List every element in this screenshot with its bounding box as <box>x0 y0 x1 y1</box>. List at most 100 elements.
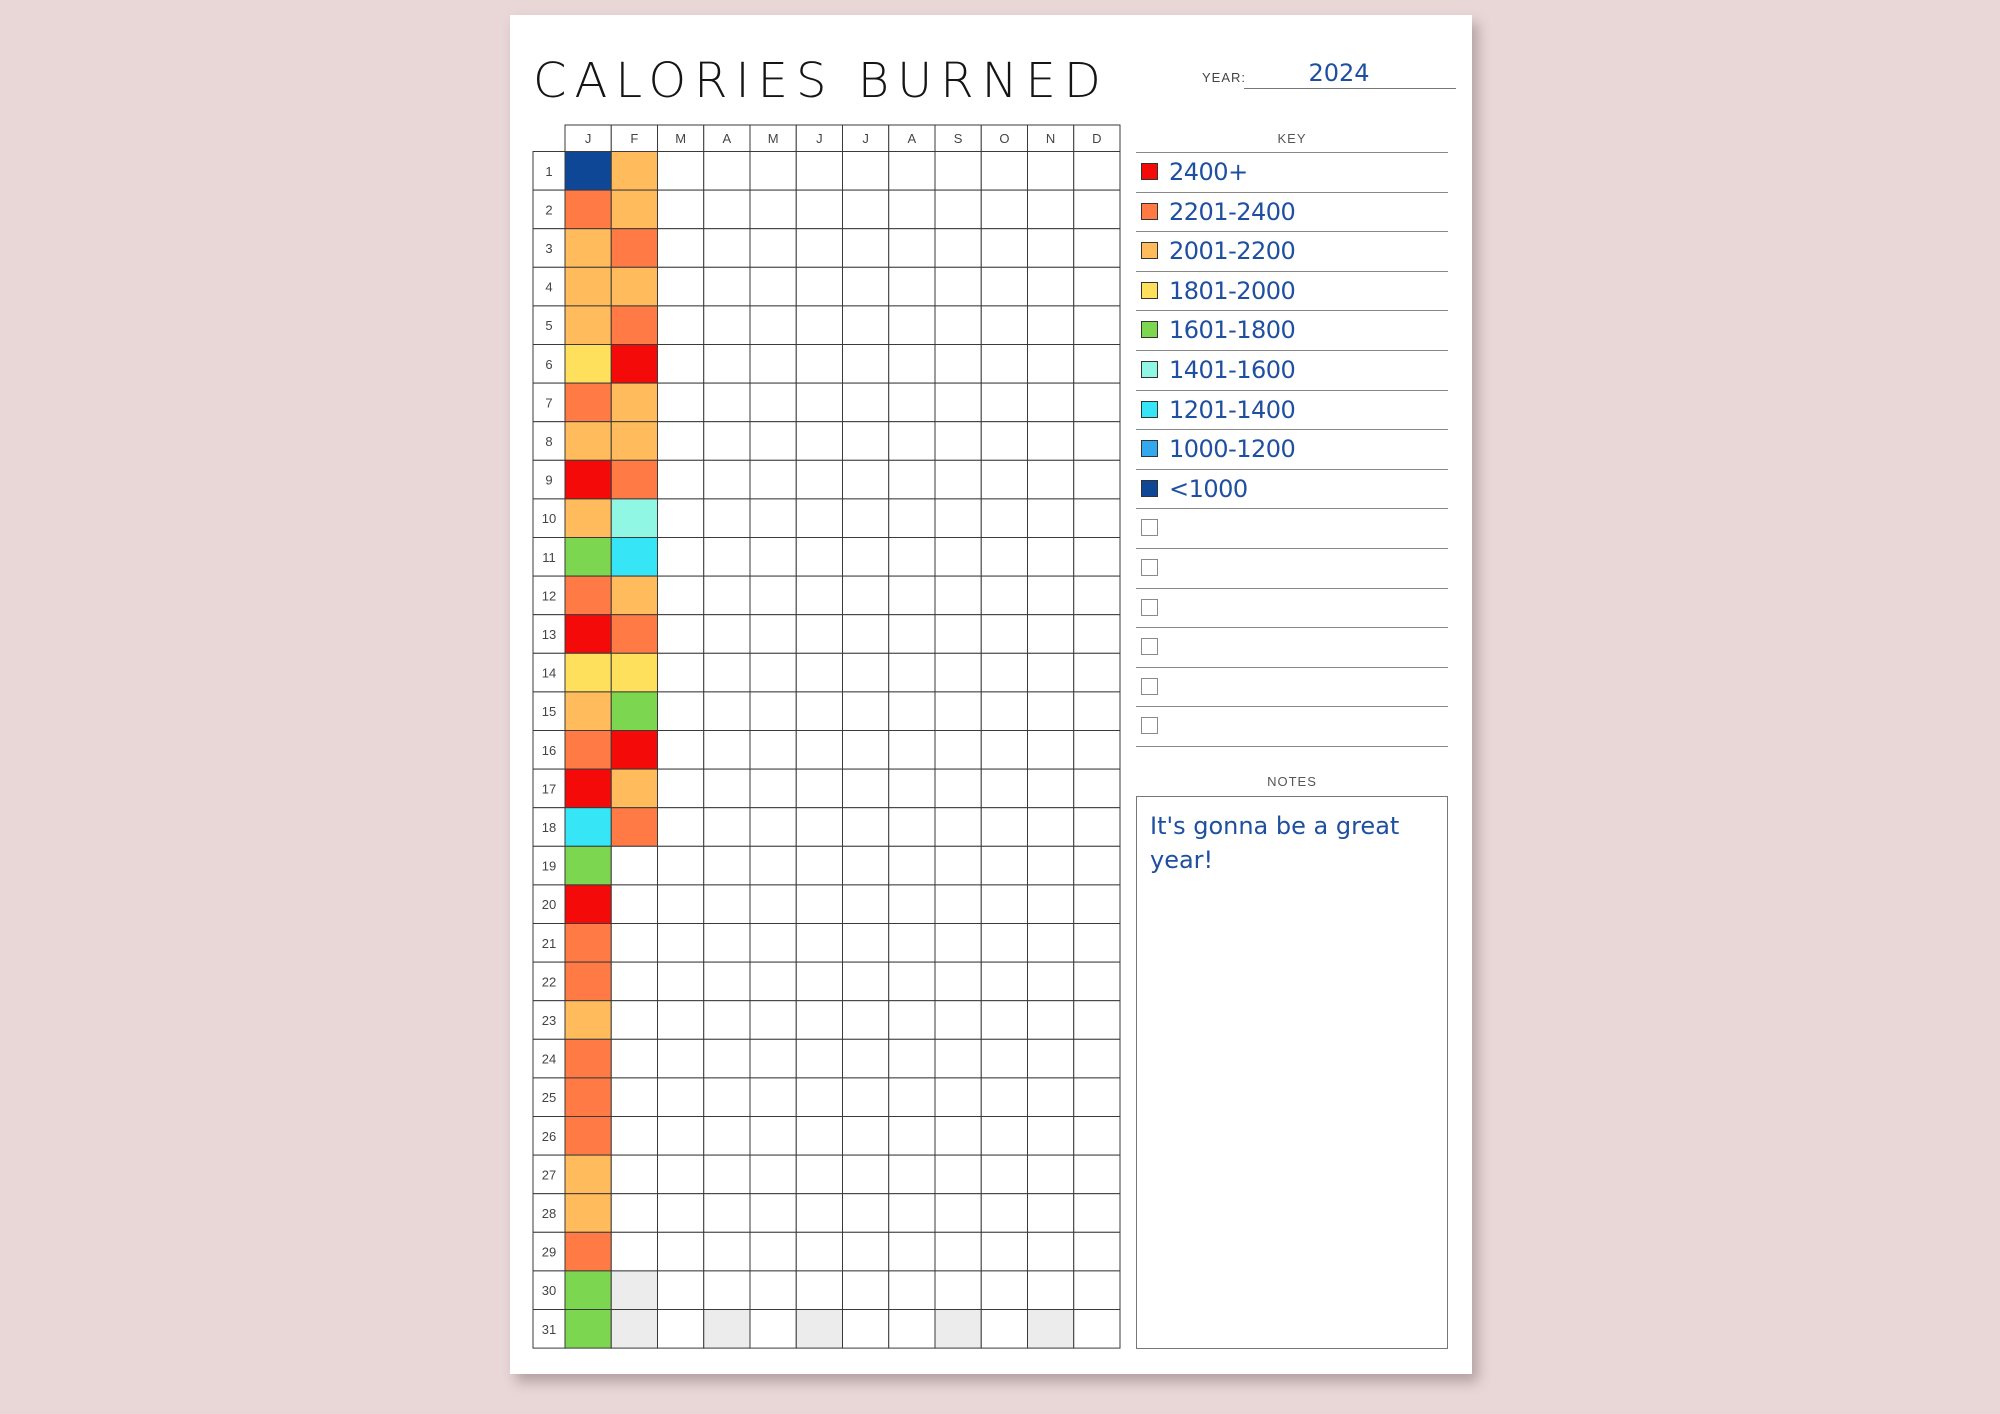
day-cell[interactable] <box>1073 382 1121 423</box>
day-cell[interactable] <box>703 459 751 500</box>
day-cell[interactable] <box>980 807 1028 847</box>
day-cell[interactable] <box>795 189 843 230</box>
day-cell[interactable] <box>842 1154 890 1195</box>
day-cell[interactable] <box>980 884 1028 925</box>
day-cell[interactable] <box>703 1038 751 1079</box>
day-cell[interactable] <box>657 1309 705 1349</box>
day-cell[interactable] <box>749 151 797 191</box>
key-swatch[interactable] <box>1141 202 1158 220</box>
day-cell[interactable] <box>980 652 1028 693</box>
day-cell[interactable] <box>657 305 705 345</box>
day-cell[interactable] <box>980 498 1028 538</box>
day-cell[interactable] <box>888 228 936 268</box>
day-cell[interactable] <box>749 575 797 616</box>
day-cell[interactable] <box>657 575 705 616</box>
day-cell[interactable] <box>888 923 936 963</box>
day-cell[interactable] <box>610 1038 658 1079</box>
day-cell[interactable] <box>1027 575 1075 616</box>
day-cell[interactable] <box>1073 1270 1121 1311</box>
day-cell[interactable] <box>842 1038 890 1079</box>
day-cell[interactable] <box>795 691 843 732</box>
day-cell[interactable] <box>934 575 982 616</box>
day-cell[interactable] <box>1073 1038 1121 1079</box>
day-cell[interactable] <box>703 382 751 423</box>
day-cell[interactable] <box>980 344 1028 384</box>
day-cell[interactable] <box>888 575 936 616</box>
day-cell[interactable] <box>564 691 612 732</box>
day-cell[interactable] <box>703 768 751 809</box>
day-cell[interactable] <box>657 382 705 423</box>
day-cell[interactable] <box>795 884 843 925</box>
day-cell[interactable] <box>934 305 982 345</box>
day-cell[interactable] <box>610 652 658 693</box>
day-cell[interactable] <box>888 459 936 500</box>
day-cell[interactable] <box>888 421 936 461</box>
day-cell[interactable] <box>749 459 797 500</box>
day-cell[interactable] <box>610 537 658 577</box>
day-cell[interactable] <box>703 421 751 461</box>
day-cell[interactable] <box>934 1077 982 1118</box>
day-cell[interactable] <box>749 1038 797 1079</box>
day-cell[interactable] <box>1027 344 1075 384</box>
day-cell[interactable] <box>610 344 658 384</box>
day-cell[interactable] <box>888 691 936 732</box>
key-swatch[interactable] <box>1141 717 1158 735</box>
day-cell[interactable] <box>703 1116 751 1156</box>
day-cell[interactable] <box>980 691 1028 732</box>
day-cell[interactable] <box>1027 266 1075 307</box>
day-cell[interactable] <box>1073 1077 1121 1118</box>
day-cell[interactable] <box>1073 807 1121 847</box>
day-cell[interactable] <box>934 1000 982 1040</box>
day-cell[interactable] <box>564 614 612 654</box>
day-cell[interactable] <box>795 1038 843 1079</box>
day-cell[interactable] <box>934 884 982 925</box>
key-label[interactable]: 1201-1400 <box>1169 395 1296 424</box>
day-cell[interactable] <box>842 459 890 500</box>
day-cell[interactable] <box>934 1193 982 1233</box>
day-cell[interactable] <box>1073 768 1121 809</box>
day-cell[interactable] <box>610 614 658 654</box>
day-cell[interactable] <box>703 1000 751 1040</box>
day-cell[interactable] <box>934 537 982 577</box>
key-label[interactable]: 2400+ <box>1169 158 1248 186</box>
day-cell[interactable] <box>749 344 797 384</box>
day-cell[interactable] <box>934 730 982 770</box>
day-cell[interactable] <box>842 344 890 384</box>
day-cell[interactable] <box>1027 884 1075 925</box>
day-cell[interactable] <box>1073 1231 1121 1272</box>
day-cell[interactable] <box>888 1231 936 1272</box>
day-cell[interactable] <box>980 1193 1028 1233</box>
day-cell[interactable] <box>564 459 612 500</box>
day-cell[interactable] <box>1073 1193 1121 1233</box>
day-cell[interactable] <box>934 1154 982 1195</box>
day-cell[interactable] <box>657 768 705 809</box>
day-cell[interactable] <box>1073 459 1121 500</box>
day-cell[interactable] <box>749 884 797 925</box>
day-cell[interactable] <box>980 768 1028 809</box>
day-cell[interactable] <box>1027 228 1075 268</box>
day-cell[interactable] <box>888 961 936 1002</box>
day-cell[interactable] <box>564 575 612 616</box>
day-cell[interactable] <box>657 652 705 693</box>
day-cell[interactable] <box>1073 1116 1121 1156</box>
key-swatch[interactable] <box>1141 321 1158 339</box>
day-cell[interactable] <box>610 575 658 616</box>
day-cell[interactable] <box>980 151 1028 191</box>
day-cell[interactable] <box>657 421 705 461</box>
day-cell[interactable] <box>795 498 843 538</box>
day-cell[interactable] <box>1027 691 1075 732</box>
notes-text[interactable]: It's gonna be a great year! <box>1150 812 1400 874</box>
day-cell[interactable] <box>564 498 612 538</box>
day-cell[interactable] <box>564 923 612 963</box>
day-cell[interactable] <box>934 614 982 654</box>
day-cell[interactable] <box>703 228 751 268</box>
day-cell[interactable] <box>934 1231 982 1272</box>
day-cell[interactable] <box>795 807 843 847</box>
key-label[interactable]: 2001-2200 <box>1169 237 1296 266</box>
day-cell[interactable] <box>795 1154 843 1195</box>
day-cell[interactable] <box>657 923 705 963</box>
day-cell[interactable] <box>795 845 843 886</box>
key-swatch[interactable] <box>1141 400 1158 418</box>
day-cell[interactable] <box>564 1077 612 1118</box>
day-cell[interactable] <box>1027 498 1075 538</box>
